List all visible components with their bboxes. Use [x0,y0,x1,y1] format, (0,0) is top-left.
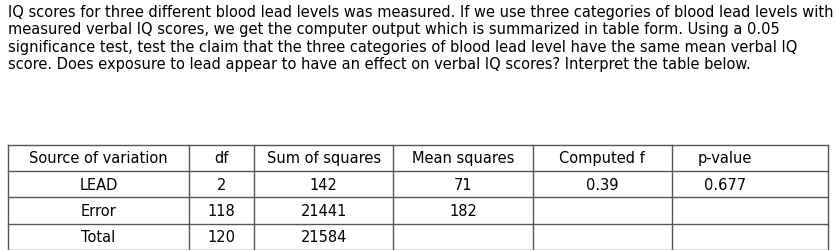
Text: 0.39: 0.39 [586,177,619,192]
Text: Sum of squares: Sum of squares [267,151,381,166]
Text: 2: 2 [217,177,226,192]
Text: Total: Total [81,230,115,244]
Text: Source of variation: Source of variation [29,151,168,166]
Text: 21584: 21584 [301,230,347,244]
Text: 142: 142 [310,177,338,192]
Text: LEAD: LEAD [79,177,118,192]
Text: 118: 118 [207,203,235,218]
Text: 120: 120 [207,230,236,244]
Text: 21441: 21441 [301,203,347,218]
Text: Error: Error [80,203,116,218]
Text: Computed f: Computed f [559,151,645,166]
Text: df: df [214,151,228,166]
Text: Mean squares: Mean squares [412,151,514,166]
Text: 182: 182 [449,203,477,218]
Text: p-value: p-value [698,151,752,166]
Text: 71: 71 [454,177,472,192]
Text: 0.677: 0.677 [704,177,747,192]
Text: IQ scores for three different blood lead levels was measured. If we use three ca: IQ scores for three different blood lead… [8,5,833,72]
